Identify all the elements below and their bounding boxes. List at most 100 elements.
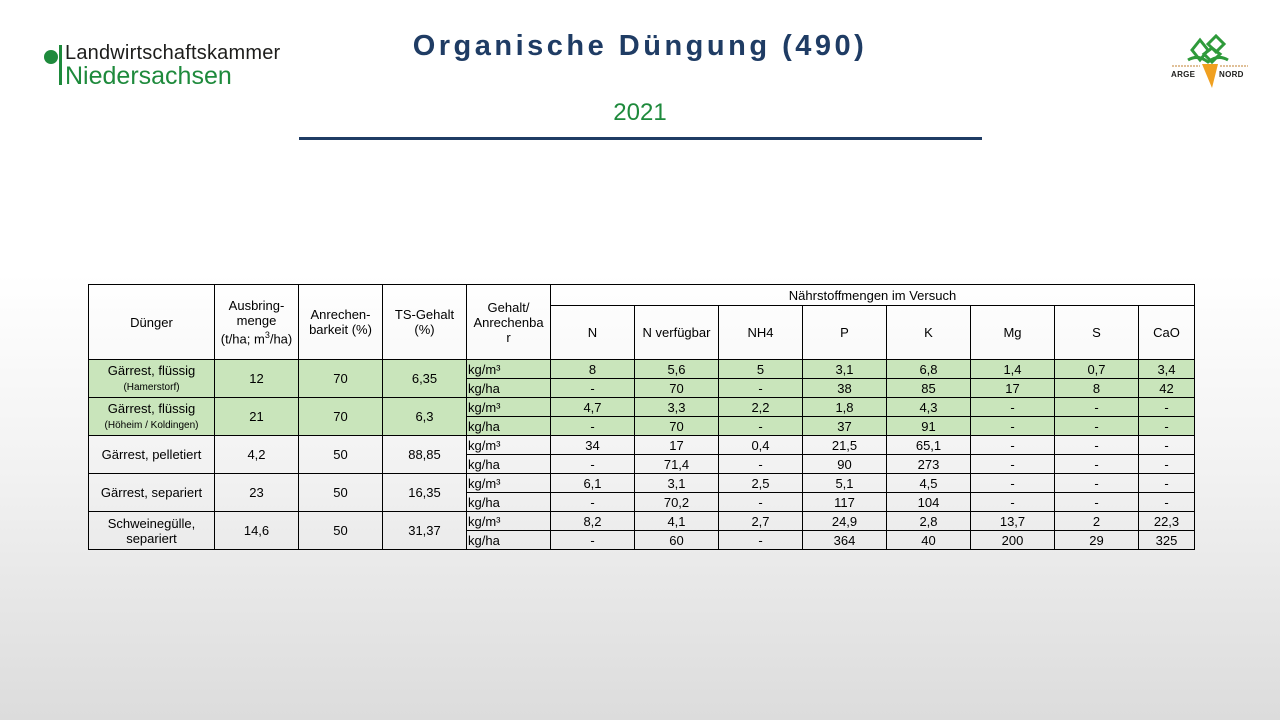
cell-value: 71,4 xyxy=(634,454,719,474)
cell-value: 5,1 xyxy=(802,473,887,493)
cell-unit: kg/ha xyxy=(466,378,551,398)
cell-unit: kg/m³ xyxy=(466,359,551,379)
cell-value: 3,3 xyxy=(634,397,719,417)
cell-value: 38 xyxy=(802,378,887,398)
table-row: kg/ha -60-364 40 200 29 325 xyxy=(89,530,1195,550)
cell-value: 5 xyxy=(718,359,803,379)
page-title: Organische Düngung (490) xyxy=(412,30,868,62)
cell-duenger: Gärrest, flüssig (Höheim / Koldingen) xyxy=(88,397,215,436)
cell-value: 104 xyxy=(886,492,971,512)
cell-value: - xyxy=(550,530,635,550)
cell-unit: kg/m³ xyxy=(466,435,551,455)
cell-value: - xyxy=(1054,492,1139,512)
header-nutrient: N xyxy=(550,305,635,360)
cell-ts-gehalt: 31,37 xyxy=(382,511,467,550)
cell-ts-gehalt: 16,35 xyxy=(382,473,467,512)
cell-value: 70,2 xyxy=(634,492,719,512)
cell-value: 34 xyxy=(550,435,635,455)
cell-value: 13,7 xyxy=(970,511,1055,531)
table-row: Schweinegülle, separiert 14,6 50 31,37 kg/m³ 8… xyxy=(88,511,1195,550)
cell-value: - xyxy=(1054,454,1139,474)
header-ausbringmenge: Ausbring- menge (t/ha; m3/ha) xyxy=(214,284,299,360)
cell-value: - xyxy=(550,378,635,398)
cell-value: - xyxy=(1138,473,1195,493)
cell-unit: kg/ha xyxy=(466,530,551,550)
cell-value: 70 xyxy=(634,416,719,436)
cell-ausbringmenge: 23 xyxy=(214,473,299,512)
cell-value: 8 xyxy=(1054,378,1139,398)
cell-value: - xyxy=(1138,492,1195,512)
header-nutrient: P xyxy=(802,305,887,360)
logo-text-line2: Niedersachsen xyxy=(65,62,232,90)
header-gehalt: Gehalt/Anrechenba r xyxy=(466,284,551,360)
cell-value: - xyxy=(970,454,1055,474)
cell-duenger: Gärrest, flüssig (Hamerstorf) xyxy=(88,359,215,398)
cell-value: 4,3 xyxy=(886,397,971,417)
cell-anrechenbarkeit: 50 xyxy=(298,435,383,474)
cell-value: 3,1 xyxy=(634,473,719,493)
cell-unit: kg/m³ xyxy=(466,511,551,531)
cell-value: - xyxy=(1054,397,1139,417)
header-duenger: Dünger xyxy=(88,284,215,360)
cell-duenger: Schweinegülle, separiert xyxy=(88,511,215,550)
cell-value: - xyxy=(1138,454,1195,474)
cell-value: 0,7 xyxy=(1054,359,1139,379)
cell-value: 364 xyxy=(802,530,887,550)
cell-value: 325 xyxy=(1138,530,1195,550)
cell-value: 200 xyxy=(970,530,1055,550)
cell-value: - xyxy=(550,416,635,436)
header-nutrient: S xyxy=(1054,305,1139,360)
arge-nord-logo: ARGE NORD xyxy=(1168,30,1250,90)
cell-ausbringmenge: 12 xyxy=(214,359,299,398)
cell-ausbringmenge: 4,2 xyxy=(214,435,299,474)
cell-value: 29 xyxy=(1054,530,1139,550)
table-row: kg/ha -70,2-117 104- - - xyxy=(89,492,1195,512)
cell-value: - xyxy=(718,492,803,512)
table-row: Gärrest, pelletiert 4,2 50 88,85 kg/m³ 34 17 0,… xyxy=(88,435,1195,474)
header-anrechenbarkeit: Anrechen-barkeit (%) xyxy=(298,284,383,360)
cell-value: 17 xyxy=(970,378,1055,398)
cell-value: 5,6 xyxy=(634,359,719,379)
cell-value: - xyxy=(970,435,1055,455)
cell-value: 40 xyxy=(886,530,971,550)
arge-nord-emblem-icon xyxy=(1172,33,1248,88)
cell-value: 22,3 xyxy=(1138,511,1195,531)
cell-value: - xyxy=(1138,397,1195,417)
page-subtitle-year: 2021 xyxy=(613,99,667,126)
cell-value: - xyxy=(970,492,1055,512)
cell-value: - xyxy=(718,454,803,474)
cell-unit: kg/ha xyxy=(466,454,551,474)
table-row: Gärrest, flüssig (Hamerstorf) 12 70 6,35 kg/m… xyxy=(88,359,1195,398)
cell-value: - xyxy=(718,530,803,550)
cell-value: 6,1 xyxy=(550,473,635,493)
cell-value: - xyxy=(1054,473,1139,493)
cell-value: 90 xyxy=(802,454,887,474)
logo-bar-icon xyxy=(59,45,62,85)
cell-value: 3,1 xyxy=(802,359,887,379)
cell-value: 3,4 xyxy=(1138,359,1195,379)
cell-anrechenbarkeit: 50 xyxy=(298,473,383,512)
cell-value: 91 xyxy=(886,416,971,436)
cell-value: 2,7 xyxy=(718,511,803,531)
cell-ausbringmenge: 14,6 xyxy=(214,511,299,550)
cell-value: 2,5 xyxy=(718,473,803,493)
cell-value: - xyxy=(718,416,803,436)
cell-value: 24,9 xyxy=(802,511,887,531)
logo-right-text-right: NORD xyxy=(1219,70,1244,79)
cell-ts-gehalt: 6,35 xyxy=(382,359,467,398)
header-nutrient: N verfügbar xyxy=(634,305,719,360)
logo-right-text-left: ARGE xyxy=(1171,70,1196,79)
header-nutrient: CaO xyxy=(1138,305,1195,360)
cell-value: 70 xyxy=(634,378,719,398)
table-row: Gärrest, separiert 23 50 16,35 kg/m³ 6,1 3,1 2,… xyxy=(88,473,1195,512)
nutrient-table: Dünger Ausbring- menge (t/ha; m3/ha) Anr… xyxy=(88,284,1195,550)
cell-unit: kg/m³ xyxy=(466,473,551,493)
cell-anrechenbarkeit: 70 xyxy=(298,397,383,436)
cell-value: 1,8 xyxy=(802,397,887,417)
cell-value: 37 xyxy=(802,416,887,436)
cell-ts-gehalt: 88,85 xyxy=(382,435,467,474)
cell-value: 1,4 xyxy=(970,359,1055,379)
cell-value: 4,7 xyxy=(550,397,635,417)
header-nutrient: Mg xyxy=(970,305,1055,360)
header-ts-gehalt: TS-Gehalt (%) xyxy=(382,284,467,360)
